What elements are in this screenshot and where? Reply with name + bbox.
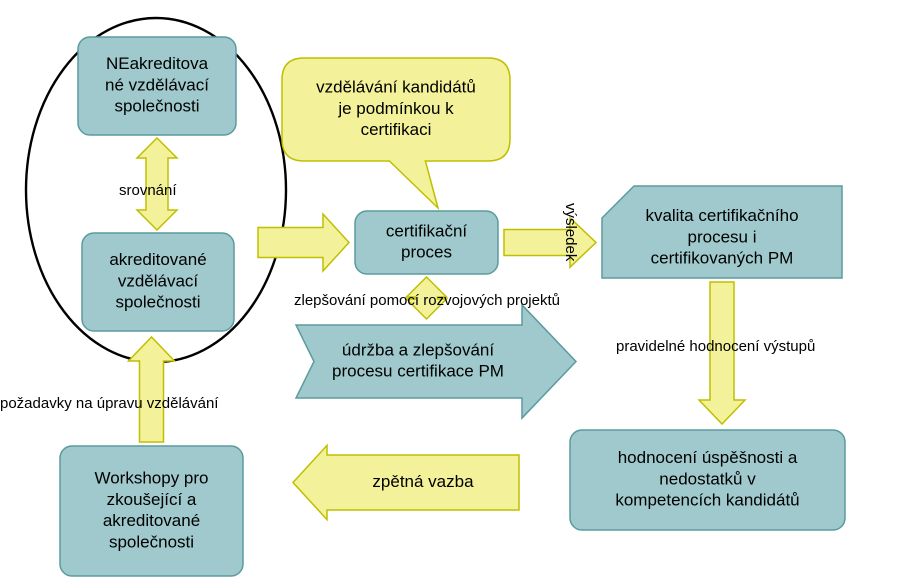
svg-text:hodnocení úspěšnosti a: hodnocení úspěšnosti a — [618, 448, 798, 467]
svg-text:zkoušející a: zkoušející a — [107, 490, 197, 509]
svg-text:je podmínkou k: je podmínkou k — [337, 99, 454, 118]
svg-text:Workshopy pro: Workshopy pro — [94, 469, 208, 488]
svg-text:né vzdělávací: né vzdělávací — [105, 75, 209, 94]
svg-text:procesu certifikace PM: procesu certifikace PM — [332, 362, 504, 381]
svg-text:údržba a zlepšování: údržba a zlepšování — [342, 340, 494, 359]
ann-srovnani: srovnání — [119, 182, 177, 199]
svg-text:kompetencích kandidátů: kompetencích kandidátů — [615, 491, 799, 510]
ann-pravidelne: pravidelné hodnocení výstupů — [616, 338, 815, 355]
svg-text:certifikovaných PM: certifikovaných PM — [651, 249, 794, 268]
svg-text:certifikační: certifikační — [386, 221, 468, 240]
svg-text:procesu i: procesu i — [688, 227, 757, 246]
svg-text:společnosti: společnosti — [114, 97, 199, 116]
svg-text:vzdělávací: vzdělávací — [118, 271, 199, 290]
arrow-pozadavky — [129, 337, 175, 442]
svg-text:nedostatků v: nedostatků v — [659, 469, 756, 488]
arrow-zpetna-vazba-label: zpětná vazba — [372, 472, 474, 491]
box-akreditovane-label: akreditované vzdělávací společnosti — [109, 250, 206, 312]
svg-text:akreditované: akreditované — [109, 250, 206, 269]
ann-zlepsovani: zlepšování pomocí rozvojových projektů — [294, 292, 560, 309]
box-neakreditovane-label: NEakreditova né vzdělávací společnosti — [105, 54, 209, 116]
ann-pozadavky: požadavky na úpravu vzdělávání — [0, 395, 219, 412]
ann-vysledek: výsledek — [562, 203, 579, 262]
svg-text:společnosti: společnosti — [109, 532, 194, 551]
svg-text:certifikaci: certifikaci — [361, 120, 432, 139]
svg-text:akreditované: akreditované — [103, 511, 200, 530]
svg-text:proces: proces — [401, 243, 452, 262]
svg-text:vzdělávání kandidátů: vzdělávání kandidátů — [316, 78, 476, 97]
svg-text:společnosti: společnosti — [115, 293, 200, 312]
arrow-vysledek — [504, 218, 596, 267]
svg-text:kvalita certifikačního: kvalita certifikačního — [645, 206, 798, 225]
arrow-to-proces — [258, 214, 349, 271]
svg-text:NEakreditova: NEakreditova — [106, 54, 209, 73]
